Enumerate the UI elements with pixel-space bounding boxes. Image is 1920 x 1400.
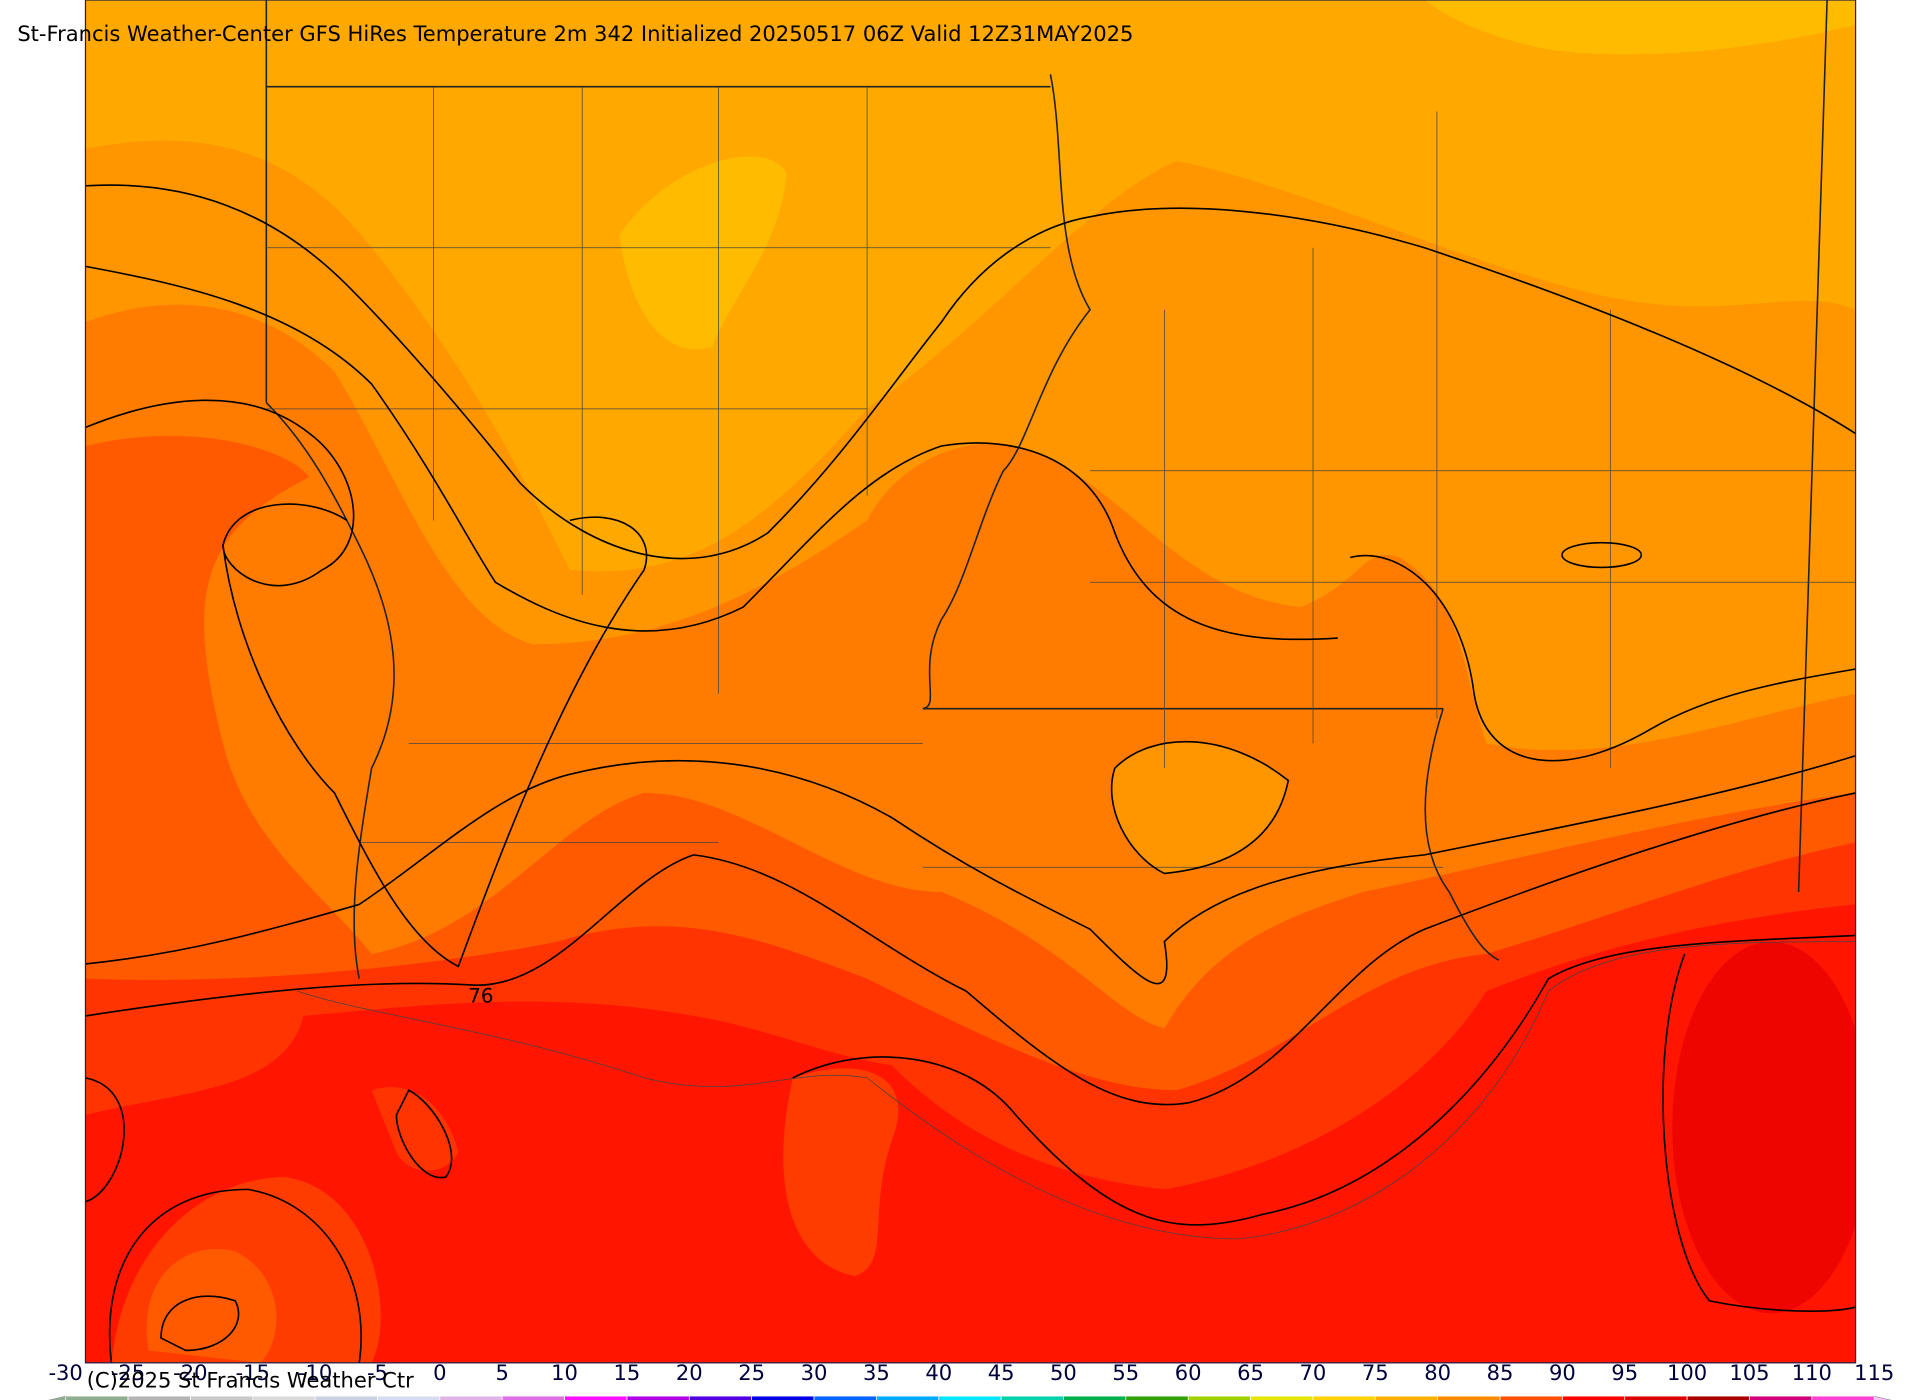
colorbar-tick-label: 70 bbox=[1300, 1360, 1327, 1385]
colorbar-tick-label: 80 bbox=[1424, 1360, 1451, 1385]
colorbar-tick-label: 115 bbox=[1854, 1360, 1894, 1385]
map-frame bbox=[84, 0, 1857, 1364]
colorbar-bin bbox=[813, 1396, 877, 1400]
colorbar-bin bbox=[1063, 1396, 1127, 1400]
colorbar-tick-label: 55 bbox=[1112, 1360, 1139, 1385]
colorbar-bin bbox=[1562, 1396, 1625, 1400]
colorbar-bin bbox=[938, 1396, 1002, 1400]
colorbar-bin bbox=[1811, 1396, 1875, 1400]
colorbar-tick-label: -30 bbox=[48, 1360, 82, 1385]
colorbar-tick-label: -15 bbox=[236, 1360, 270, 1385]
colorbar-arrow-high bbox=[1873, 1395, 1892, 1400]
colorbar-tick-label: 65 bbox=[1237, 1360, 1264, 1385]
colorbar-bin bbox=[190, 1396, 253, 1400]
colorbar-tick-label: -20 bbox=[173, 1360, 207, 1385]
contours bbox=[85, 184, 1856, 1363]
colorbar-bin bbox=[1375, 1396, 1438, 1400]
colorbar-tick-label: 50 bbox=[1050, 1360, 1077, 1385]
colorbar-bin bbox=[564, 1396, 628, 1400]
colorbar-bin bbox=[252, 1396, 316, 1400]
copyright: (C)2025 St Francis Weather Ctr bbox=[87, 1368, 414, 1393]
colorbar-bin bbox=[314, 1396, 378, 1400]
contour-label: 76 bbox=[468, 984, 493, 1007]
colorbar-tick-label: 95 bbox=[1611, 1360, 1638, 1385]
colorbar-bin bbox=[439, 1396, 503, 1400]
colorbar-tick-label: 25 bbox=[738, 1360, 765, 1385]
colorbar-bin bbox=[1312, 1396, 1376, 1400]
colorbar-tick-label: 5 bbox=[495, 1360, 508, 1385]
colorbar-bin bbox=[876, 1396, 939, 1400]
colorbar-tick-label: 110 bbox=[1792, 1360, 1832, 1385]
colorbar-bin bbox=[1686, 1396, 1750, 1400]
colorbar-bin bbox=[127, 1396, 191, 1400]
colorbar-tick-label: 90 bbox=[1549, 1360, 1576, 1385]
colorbar-tick-label: 30 bbox=[801, 1360, 828, 1385]
colorbar-bin bbox=[1437, 1396, 1501, 1400]
colorbar-tick-label: 20 bbox=[676, 1360, 703, 1385]
colorbar-bin bbox=[689, 1396, 752, 1400]
colorbar-bin bbox=[1125, 1396, 1189, 1400]
colorbar-arrow-low bbox=[48, 1395, 66, 1400]
colorbar-tick-label: 45 bbox=[988, 1360, 1015, 1385]
colorbar-bin bbox=[1000, 1396, 1064, 1400]
colorbar-tick-label: 0 bbox=[433, 1360, 446, 1385]
colorbar-bin bbox=[377, 1396, 441, 1400]
colorbar-tick-label: 75 bbox=[1362, 1360, 1389, 1385]
colorbar: -30 -25 -20 -15 -10 -5 0 5 10 15 20 25 30 35 40 45 50 55 6… bbox=[48, 1360, 1894, 1400]
borders bbox=[265, 0, 1856, 1240]
colorbar-bin bbox=[1250, 1396, 1314, 1400]
colorbar-tick-label: 15 bbox=[614, 1360, 641, 1385]
colorbar-tick-label: 40 bbox=[925, 1360, 952, 1385]
colorbar-bin bbox=[502, 1396, 565, 1400]
colorbar-bin bbox=[1749, 1396, 1812, 1400]
map-title: St-Francis Weather-Center GFS HiRes Temp… bbox=[17, 21, 1133, 46]
colorbar-bin bbox=[65, 1396, 129, 1400]
colorbar-tick-label: 10 bbox=[551, 1360, 578, 1385]
colorbar-bin bbox=[1624, 1396, 1688, 1400]
colorbar-bin bbox=[626, 1396, 690, 1400]
colorbar-tick-label: 105 bbox=[1729, 1360, 1769, 1385]
colorbar-bin bbox=[1499, 1396, 1563, 1400]
colorbar-bin bbox=[1187, 1396, 1251, 1400]
colorbar-tick-label: -25 bbox=[111, 1360, 145, 1385]
colorbar-tick-label: 85 bbox=[1487, 1360, 1514, 1385]
colorbar-bin bbox=[751, 1396, 815, 1400]
colorbar-tick-label: 60 bbox=[1175, 1360, 1202, 1385]
colorbar-tick-label: -5 bbox=[367, 1360, 388, 1385]
temperature-field bbox=[85, 0, 1856, 1363]
colorbar-tick-label: -10 bbox=[298, 1360, 332, 1385]
colorbar-tick-label: 100 bbox=[1667, 1360, 1707, 1385]
colorbar-tick-label: 35 bbox=[863, 1360, 890, 1385]
